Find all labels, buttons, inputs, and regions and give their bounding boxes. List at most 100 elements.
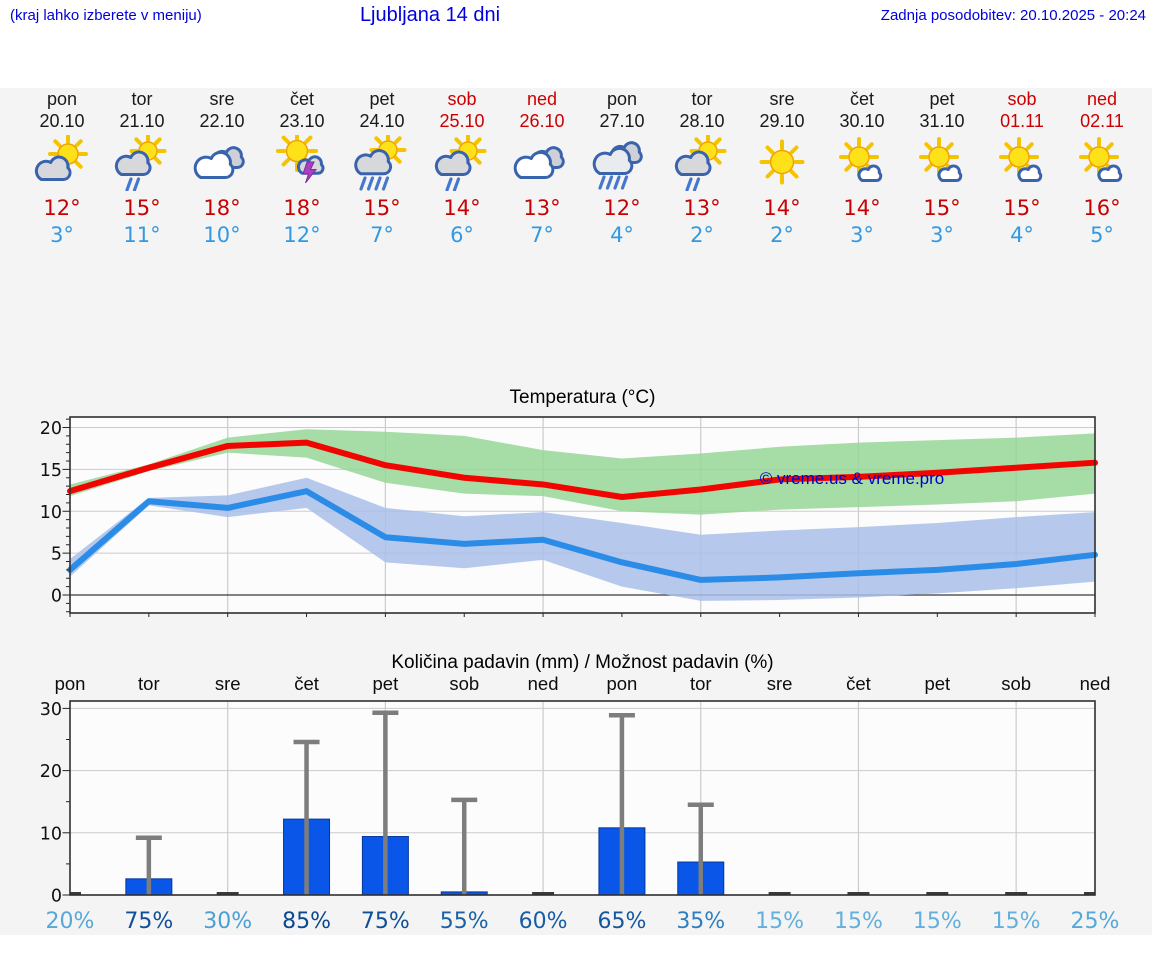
precip-zero-mark — [70, 892, 81, 895]
precip-probability: 55% — [440, 909, 489, 934]
day-name: sre — [769, 89, 795, 109]
temperature-chart: © vreme.us & vreme.pro 0 5 10 15 20 — [40, 416, 1098, 617]
day-date: 26.10 — [519, 111, 565, 131]
page-title: Ljubljana 14 dni — [359, 4, 501, 26]
day-column: pon 27.10 12° 4° — [582, 88, 662, 248]
precip-probability: 15% — [755, 909, 804, 934]
precip-chart-title: Količina padavin (mm) / Možnost padavin … — [391, 652, 774, 673]
precip-probability: 20% — [46, 909, 95, 934]
day-date: 23.10 — [279, 111, 325, 131]
day-column: sob 25.10 14° 6° — [422, 88, 502, 248]
precip-zero-mark — [1005, 892, 1028, 895]
sunny-icon — [742, 135, 822, 193]
thunderstorm-sun-icon — [262, 130, 342, 193]
precip-day-label: sre — [215, 673, 241, 694]
high-temp: 13° — [523, 196, 561, 220]
day-date: 27.10 — [599, 111, 645, 131]
day-name: ned — [526, 89, 558, 109]
light-rain-sun-icon — [662, 132, 742, 193]
high-temp: 15° — [923, 196, 961, 220]
low-temp: 4° — [610, 223, 634, 247]
partly-cloudy-icon — [22, 134, 102, 193]
low-temp: 12° — [283, 223, 321, 247]
day-date: 28.10 — [679, 111, 725, 131]
day-date: 29.10 — [759, 111, 805, 131]
high-temp: 15° — [1003, 196, 1041, 220]
day-column: čet 23.10 18° 12° — [262, 88, 342, 248]
low-temp: 7° — [370, 223, 394, 247]
precip-probability: 35% — [676, 909, 725, 934]
mostly-sunny-icon — [982, 135, 1062, 193]
precip-probability: 65% — [597, 909, 646, 934]
precip-day-label: pon — [606, 673, 637, 694]
low-temp: 11° — [123, 223, 161, 247]
precip-day-label: čet — [846, 673, 871, 694]
precip-day-label: sre — [767, 673, 793, 694]
precip-probability: 15% — [834, 909, 883, 934]
temp-y-tick: 10 — [40, 503, 62, 523]
low-temp: 3° — [850, 223, 874, 247]
low-temp: 3° — [50, 223, 74, 247]
rain-sun-icon — [342, 131, 422, 193]
day-date: 25.10 — [439, 111, 485, 131]
precip-zero-mark — [532, 892, 555, 895]
precip-y-tick: 10 — [40, 824, 62, 844]
cloudy-icon — [182, 135, 262, 193]
high-temp: 14° — [763, 196, 801, 220]
day-name: pet — [929, 89, 955, 109]
precip-y-tick: 0 — [51, 887, 62, 907]
day-date: 21.10 — [119, 111, 165, 131]
precip-probability: 25% — [1071, 909, 1120, 934]
day-date: 31.10 — [919, 111, 965, 131]
low-temp: 2° — [770, 223, 794, 247]
precip-zero-mark — [847, 892, 870, 895]
precip-probability: 15% — [992, 909, 1041, 934]
low-temp: 2° — [690, 223, 714, 247]
day-column: tor 28.10 13° 2° — [662, 88, 742, 248]
high-temp: 15° — [363, 196, 401, 220]
day-name: sob — [447, 89, 477, 109]
high-temp: 12° — [603, 196, 641, 220]
last-update: Zadnja posodobitev: 20.10.2025 - 20:24 — [880, 7, 1146, 24]
precip-day-label: pet — [924, 673, 950, 694]
day-column: čet 30.10 14° 3° — [822, 88, 902, 248]
low-temp: 7° — [530, 223, 554, 247]
day-column: tor 21.10 15° 11° — [102, 88, 182, 248]
high-temp: 16° — [1083, 196, 1121, 220]
temp-chart-title: Temperatura (°C) — [509, 387, 656, 408]
precip-day-label: pon — [55, 673, 86, 694]
day-date: 22.10 — [199, 111, 245, 131]
precipitation-chart: pon tor sre čet pet sob ned pon tor sre čet pet sob n… — [40, 673, 1120, 934]
precip-probability: 60% — [519, 909, 568, 934]
precip-probability: 75% — [361, 909, 410, 934]
menu-hint: (kraj lahko izberete v meniju) — [10, 7, 202, 24]
day-name: čet — [289, 89, 314, 109]
high-temp: 14° — [843, 196, 881, 220]
day-column: sob 01.11 15° 4° — [982, 88, 1062, 248]
low-temp: 4° — [1010, 223, 1034, 247]
day-column: ned 02.11 16° 5° — [1062, 88, 1142, 248]
day-name: pon — [46, 89, 78, 109]
precip-zero-mark — [768, 892, 791, 895]
precip-zero-mark — [216, 892, 239, 895]
day-date: 01.11 — [1000, 111, 1044, 131]
temp-y-tick: 0 — [51, 587, 62, 607]
day-date: 02.11 — [1080, 111, 1124, 131]
precip-probability: 15% — [913, 909, 962, 934]
day-name: čet — [849, 89, 874, 109]
day-name: tor — [131, 89, 153, 109]
cloudy-icon — [502, 135, 582, 193]
max temperatura-line — [67, 439, 1098, 501]
low-temp: 6° — [450, 223, 474, 247]
precip-day-label: tor — [138, 673, 160, 694]
low-temp: 3° — [930, 223, 954, 247]
day-date: 20.10 — [39, 111, 85, 131]
precip-zero-mark — [1084, 892, 1095, 895]
precip-day-label: sob — [449, 673, 479, 694]
precip-day-label: čet — [294, 673, 319, 694]
low-temp: 10° — [203, 223, 241, 247]
day-column: pet 31.10 15° 3° — [902, 88, 982, 248]
day-name: sob — [1007, 89, 1037, 109]
precip-probability: 85% — [282, 909, 331, 934]
